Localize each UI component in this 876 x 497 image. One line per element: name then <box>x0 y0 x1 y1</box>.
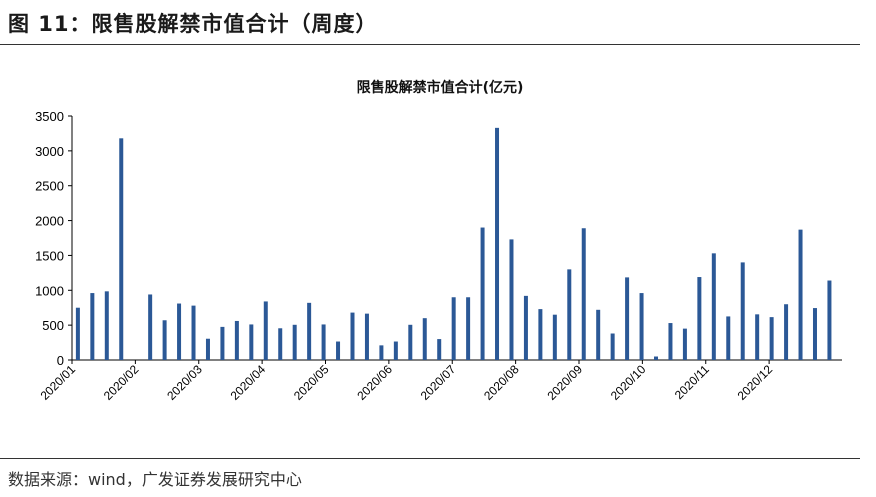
bar <box>336 341 341 360</box>
bar <box>726 316 731 360</box>
bar <box>437 339 442 360</box>
bar <box>234 320 239 360</box>
bar <box>321 324 326 360</box>
x-tick-label: 2020/09 <box>545 362 586 403</box>
bar <box>784 304 789 360</box>
bar <box>278 328 283 360</box>
bar <box>205 338 210 360</box>
bar <box>523 295 528 360</box>
bar <box>668 323 673 360</box>
bar <box>827 280 832 360</box>
bar <box>466 297 471 360</box>
x-tick-label: 2020/04 <box>228 362 269 403</box>
bar <box>393 341 398 360</box>
bottom-divider <box>0 458 860 459</box>
x-tick-label: 2020/08 <box>481 362 522 403</box>
bar <box>350 312 355 360</box>
y-tick-label: 3000 <box>35 144 64 159</box>
bar <box>711 253 716 360</box>
bar <box>697 277 702 360</box>
source-note: 数据来源：wind，广发证券发展研究中心 <box>8 470 302 489</box>
bar <box>682 328 687 360</box>
y-tick-label: 500 <box>42 318 64 333</box>
bar <box>75 307 80 360</box>
bar <box>581 228 586 360</box>
y-tick-label: 1500 <box>35 248 64 263</box>
bar <box>755 314 760 360</box>
bar <box>408 324 413 360</box>
y-tick-label: 2500 <box>35 179 64 194</box>
x-tick-label: 2020/06 <box>354 362 395 403</box>
bar <box>625 277 630 360</box>
x-tick-label: 2020/11 <box>672 362 712 402</box>
y-tick-label: 2000 <box>35 214 64 229</box>
x-tick-label: 2020/03 <box>164 362 205 403</box>
bar <box>596 309 601 360</box>
bar <box>364 313 369 360</box>
bar <box>379 345 384 360</box>
bar <box>307 302 312 360</box>
bar <box>249 324 254 360</box>
bar <box>740 262 745 360</box>
figure-title: 图 11：限售股解禁市值合计（周度） <box>8 12 378 36</box>
bar <box>162 320 167 360</box>
bar <box>451 297 456 360</box>
bar <box>292 324 297 360</box>
chart-title: 限售股解禁市值合计(亿元) <box>357 79 524 96</box>
bar <box>769 317 774 360</box>
y-tick-label: 1000 <box>35 283 64 298</box>
bar <box>639 293 644 360</box>
bar <box>177 303 182 360</box>
y-tick-label: 3500 <box>35 109 64 124</box>
bar <box>654 356 659 360</box>
bar <box>495 127 500 360</box>
bar <box>119 138 124 360</box>
bar <box>422 318 427 360</box>
bar <box>509 239 514 360</box>
bar-chart: 限售股解禁市值合计(亿元) 0 500 1000 1500 2000 2500 3000 350… <box>35 79 842 403</box>
bar <box>148 294 153 360</box>
bar <box>798 229 803 360</box>
bar <box>812 308 817 360</box>
bar <box>90 293 95 360</box>
x-tick-label: 2020/07 <box>418 362 459 403</box>
bar <box>567 269 572 360</box>
bar <box>191 305 196 360</box>
top-divider <box>0 44 860 45</box>
bar <box>538 309 543 360</box>
bar <box>610 333 615 360</box>
bar <box>220 326 225 360</box>
x-tick-label: 2020/05 <box>291 362 332 403</box>
y-tick-label: 0 <box>57 353 64 368</box>
x-tick-label: 2020/10 <box>608 362 649 403</box>
bar <box>552 314 557 360</box>
bar <box>104 291 109 360</box>
bar <box>263 301 268 360</box>
bar <box>480 227 485 360</box>
x-tick-label: 2020/02 <box>101 362 142 403</box>
x-tick-label: 2020/12 <box>735 362 776 403</box>
x-tick-label: 2020/01 <box>38 362 79 403</box>
